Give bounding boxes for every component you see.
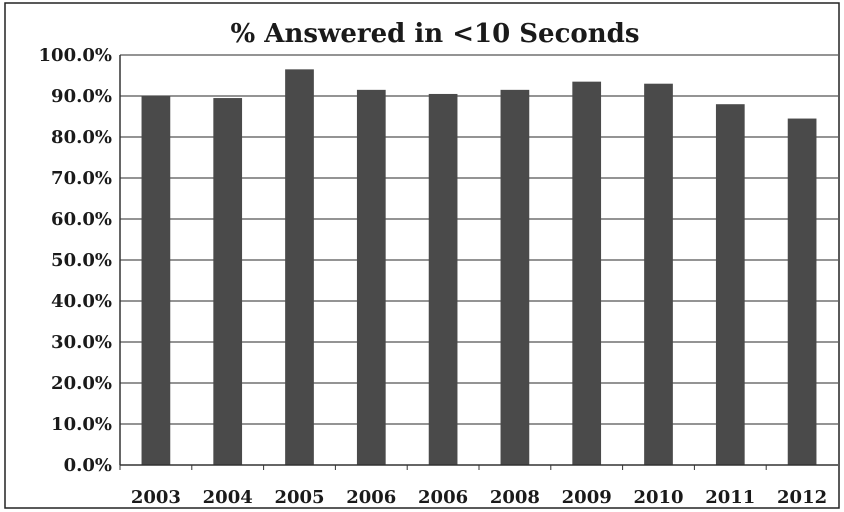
x-tick-label: 2006 [346, 487, 396, 508]
x-tick-labels: 2003 2004 2005 2006 2006 2008 2009 2010 2011 2012 [131, 487, 827, 508]
y-tick-label: 60.0% [51, 209, 112, 230]
bar [787, 118, 817, 466]
y-tick-label: 90.0% [51, 86, 112, 107]
y-tick-label: 100.0% [39, 45, 112, 66]
bar [213, 98, 243, 466]
bar [500, 89, 530, 465]
y-tick-label: 30.0% [51, 332, 112, 353]
x-tick-label: 2004 [203, 487, 253, 508]
x-tick-label: 2011 [705, 487, 755, 508]
y-tick-label: 10.0% [51, 414, 112, 435]
bar [356, 89, 386, 465]
x-tick-label: 2009 [562, 487, 612, 508]
x-tick-label: 2010 [633, 487, 683, 508]
bar [141, 96, 171, 465]
y-tick-label: 80.0% [51, 127, 112, 148]
y-tick-label: 70.0% [51, 168, 112, 189]
x-tick-label: 2005 [274, 487, 324, 508]
bar [644, 83, 673, 465]
y-tick-label: 40.0% [51, 291, 112, 312]
bar [572, 81, 602, 466]
y-tick-label: 0.0% [64, 455, 112, 476]
y-tick-label: 50.0% [51, 250, 112, 271]
bar [428, 93, 458, 465]
chart-border [4, 2, 840, 509]
x-tick-label: 2006 [418, 487, 468, 508]
y-tick-label: 20.0% [51, 373, 112, 394]
x-tick-label: 2003 [131, 487, 181, 508]
y-tick-labels: 0.0% 10.0% 20.0% 30.0% 40.0% 50.0% 60.0% 70.0% 8… [39, 45, 112, 476]
x-tick-label: 2012 [777, 487, 827, 508]
bar [715, 104, 745, 465]
bar [285, 69, 314, 465]
axes [119, 55, 838, 470]
x-tick-label: 2008 [490, 487, 540, 508]
bars [141, 69, 817, 466]
chart-title: % Answered in <10 Seconds [231, 19, 640, 49]
